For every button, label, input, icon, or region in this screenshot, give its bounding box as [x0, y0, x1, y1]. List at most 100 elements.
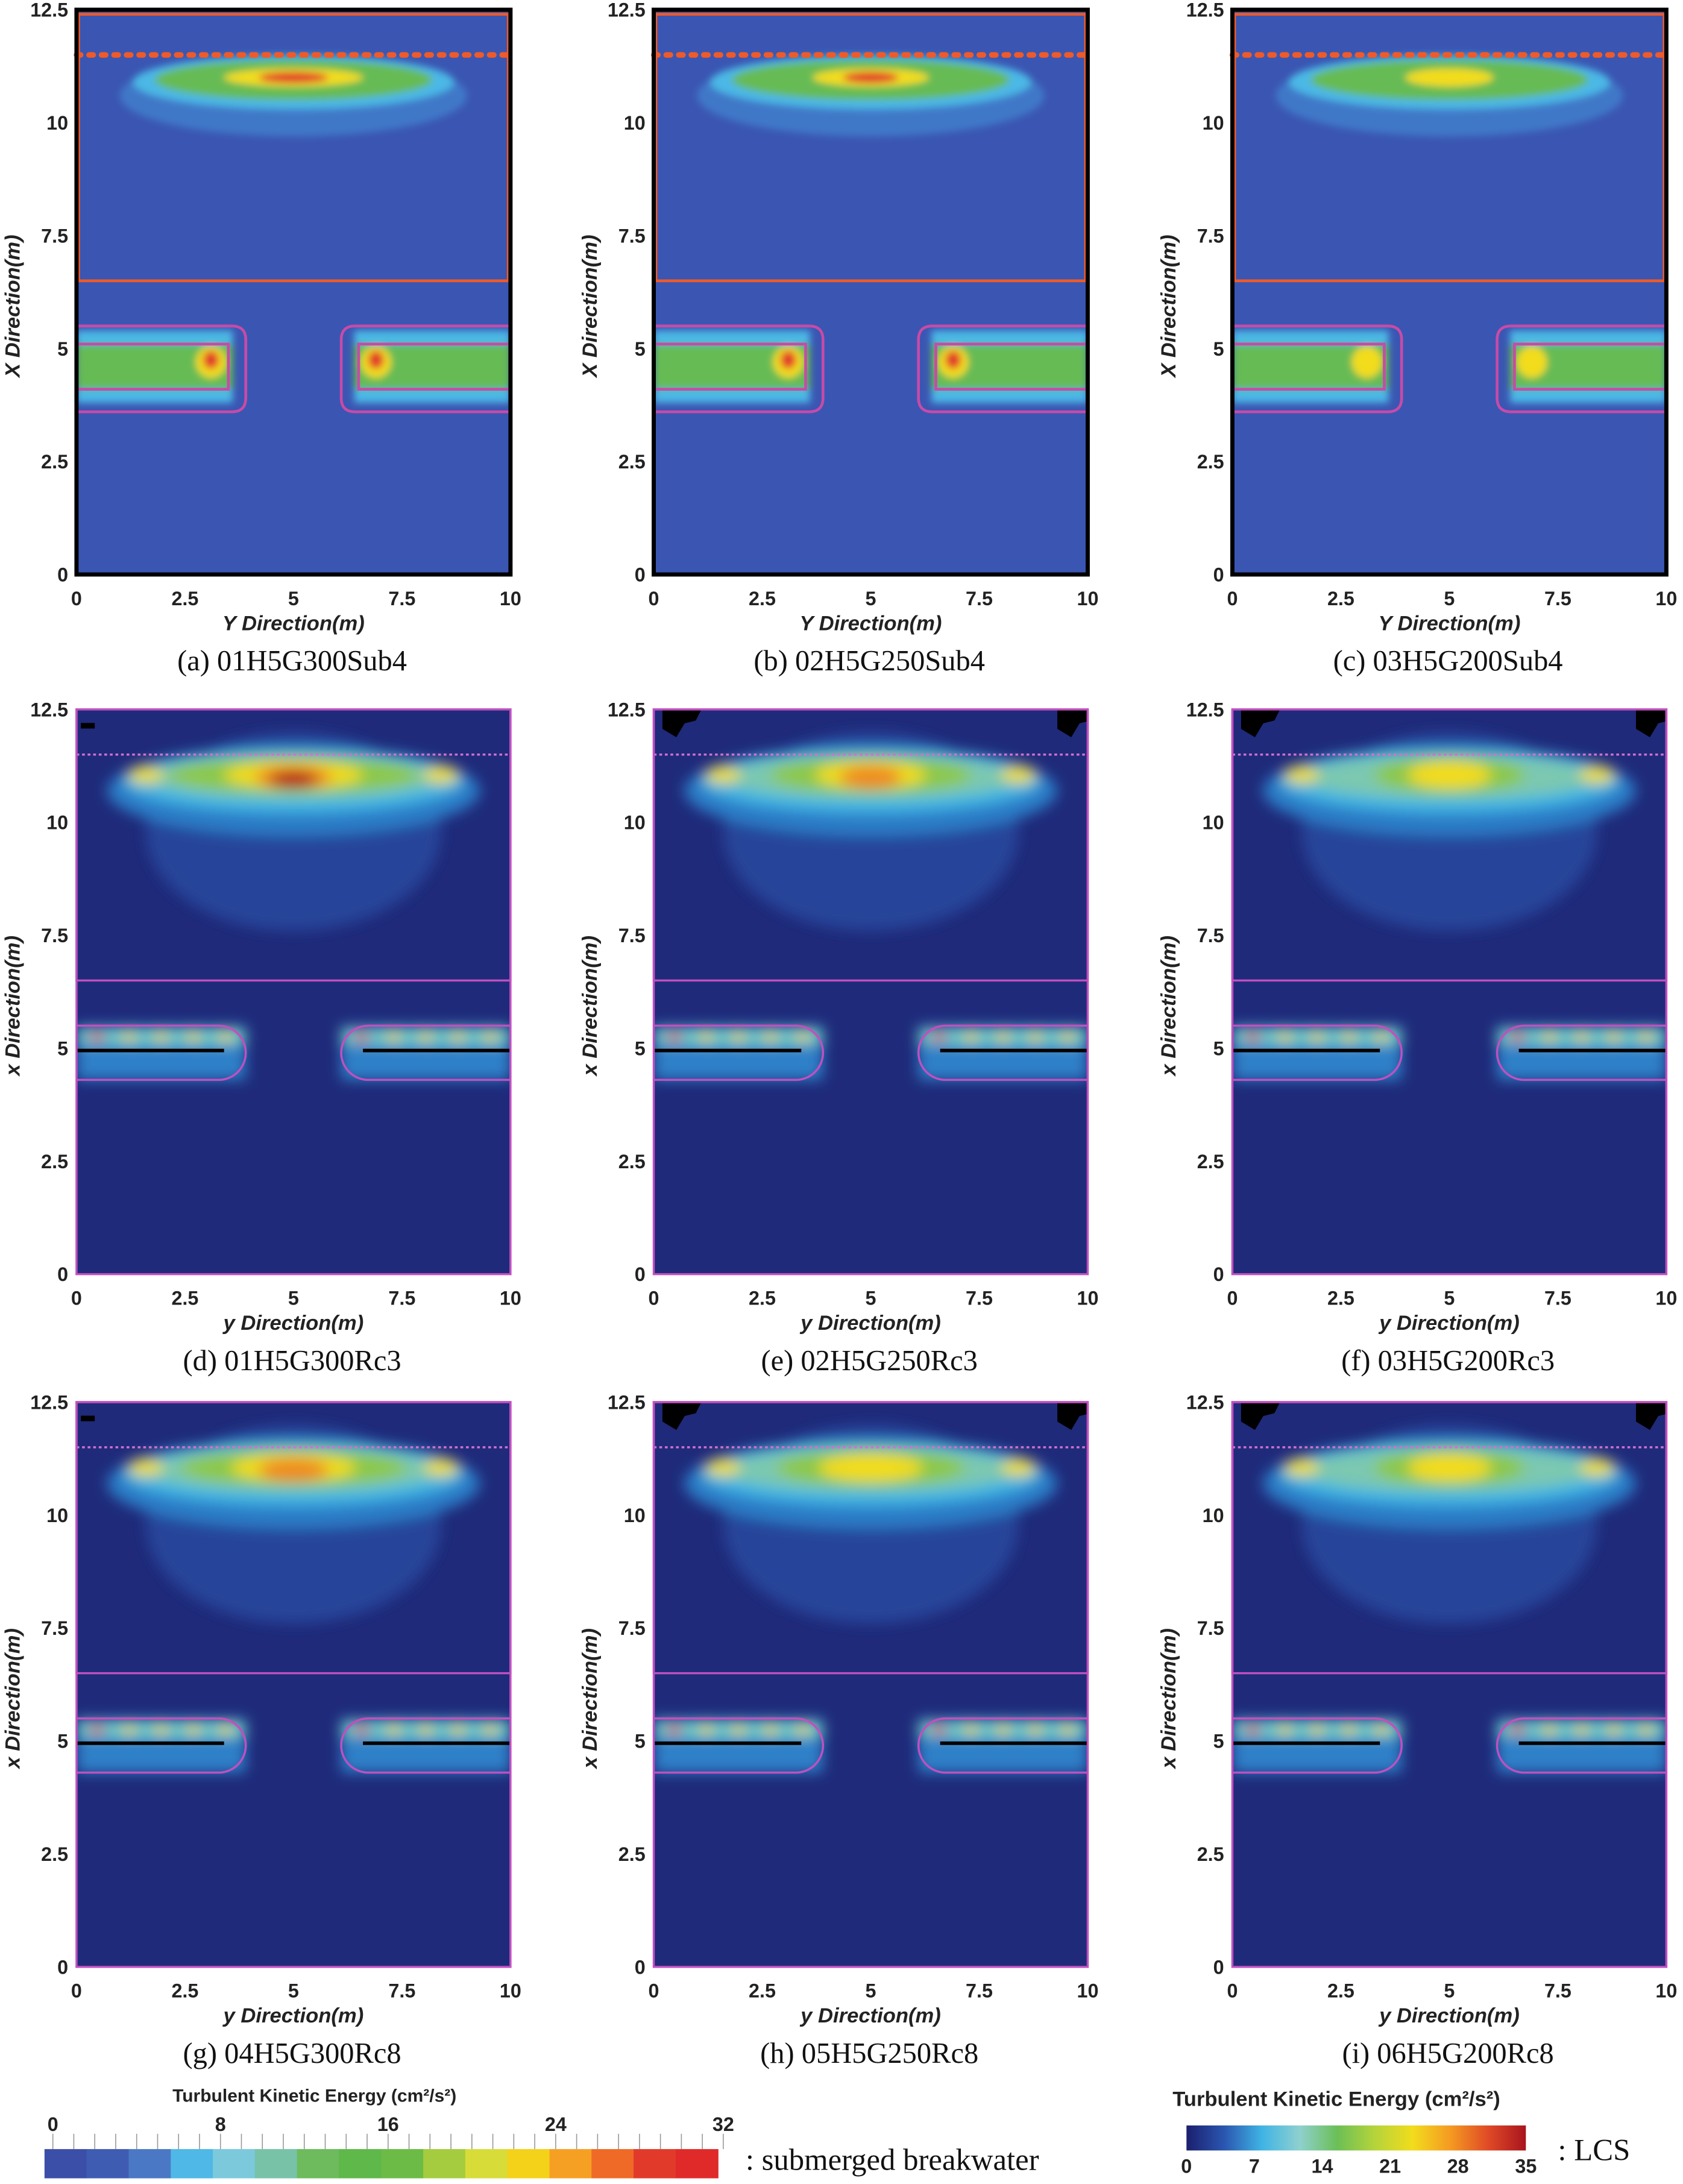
y-tick-label: 2.5 — [41, 451, 68, 473]
tke-peak — [482, 1032, 499, 1042]
plot-frame — [652, 1401, 1089, 1968]
heatmap-panel: 0 2.5 5 7.5 10 12.5 0 2.5 5 7.5 10 y Direction(m) x … — [1156, 699, 1683, 1388]
tke-peak — [698, 1032, 714, 1042]
colorbar-segment — [297, 2149, 340, 2179]
panel-caption: (e) 02H5G250Rc3 — [761, 1344, 978, 1377]
x-tick-label: 0 — [1227, 588, 1238, 609]
y-tick-label: 5 — [1213, 1731, 1224, 1752]
x-tick-label: 2.5 — [749, 1287, 776, 1309]
tke-peak — [153, 1032, 169, 1042]
x-tick-label: 2.5 — [1327, 588, 1354, 609]
y-tick-label: 12.5 — [1186, 1391, 1224, 1413]
tke-peak — [368, 351, 384, 369]
heatmap-panel: 0 2.5 5 7.5 10 12.5 0 2.5 5 7.5 10 y Direction(m) x … — [0, 1391, 570, 2081]
dry-area — [1057, 1402, 1088, 1430]
y-tick-label: 2.5 — [41, 1843, 68, 1865]
tke-peak — [89, 1725, 105, 1734]
colorbar-tick-label: 7 — [1248, 2154, 1260, 2177]
tke-contour — [1001, 766, 1036, 784]
breakwater-outline — [1231, 324, 1403, 414]
heatmap-plot: 0 2.5 5 7.5 10 12.5 0 2.5 5 7.5 10 Y Direction(m) X … — [1, 0, 521, 635]
x-tick-label: 10 — [1655, 588, 1677, 609]
x-tick-label: 5 — [866, 1980, 876, 2002]
colorbar-segment — [339, 2149, 382, 2179]
tke-peak — [995, 1725, 1011, 1734]
tke-peak — [963, 1032, 979, 1042]
y-tick-label: 5 — [57, 1731, 68, 1752]
tke-peak — [963, 1725, 979, 1734]
tke-peak — [1606, 1725, 1622, 1734]
tke-field — [76, 55, 511, 403]
tke-peak — [794, 1032, 811, 1042]
tke-peak — [1309, 1725, 1325, 1734]
legend-lcs-note: : LCS — [1558, 2132, 1631, 2168]
colorbar-segment — [381, 2149, 424, 2179]
x-tick-label: 10 — [500, 1287, 521, 1309]
heatmap-plot: 0 2.5 5 7.5 10 12.5 0 2.5 5 7.5 10 y Direction(m) x … — [579, 699, 1099, 1335]
y-tick-label: 10 — [624, 112, 646, 134]
y-tick-label: 0 — [1213, 1264, 1224, 1285]
plot-frame — [74, 7, 513, 577]
tke-peak — [1245, 1032, 1261, 1042]
tke-contour — [705, 1458, 741, 1477]
colorbar-segment — [254, 2149, 298, 2179]
y-axis-label: x Direction(m) — [1, 936, 24, 1077]
tke-peak — [931, 1032, 947, 1042]
tke-peak — [121, 1032, 137, 1042]
y-tick-label: 5 — [1213, 338, 1224, 360]
y-tick-label: 5 — [635, 338, 646, 360]
tke-peak — [1277, 1032, 1293, 1042]
tke-peak — [794, 1725, 811, 1734]
y-tick-label: 10 — [1203, 112, 1224, 134]
y-tick-label: 0 — [635, 1264, 646, 1285]
tke-peak — [1309, 1032, 1325, 1042]
heatmap-panel: 0 2.5 5 7.5 10 12.5 0 2.5 5 7.5 10 y Direction(m) x … — [1156, 1391, 1683, 2081]
region-outline — [654, 13, 1087, 283]
x-tick-label: 2.5 — [749, 588, 776, 609]
region-outline — [1233, 13, 1666, 283]
breakwater-outline — [652, 324, 825, 414]
plot-frame — [1231, 1401, 1668, 1968]
dry-area — [1635, 1402, 1667, 1430]
y-tick-label: 0 — [1213, 564, 1224, 586]
x-tick-label: 5 — [1444, 1980, 1455, 2002]
dry-area — [81, 723, 95, 729]
y-tick-label: 2.5 — [618, 1843, 646, 1865]
tke-peak — [1638, 1725, 1654, 1734]
y-tick-label: 7.5 — [1197, 925, 1224, 946]
colorbar-segment — [591, 2149, 635, 2179]
y-tick-label: 2.5 — [618, 1151, 646, 1172]
tke-contour — [705, 766, 741, 784]
colorbar-tick-label: 24 — [544, 2113, 567, 2136]
x-axis-label: y Direction(m) — [1378, 1312, 1520, 1335]
panel-caption: (h) 05H5G250Rc8 — [760, 2036, 979, 2070]
y-tick-label: 0 — [57, 564, 68, 586]
tke-contour — [423, 766, 459, 784]
x-tick-label: 5 — [288, 1980, 299, 2002]
panel-caption: (a) 01H5G300Sub4 — [177, 644, 407, 678]
dry-area — [81, 1415, 95, 1421]
y-tick-label: 12.5 — [1186, 0, 1224, 21]
lcs-outline — [340, 1717, 511, 1774]
tke-peak — [1059, 1725, 1075, 1734]
y-axis-label: x Direction(m) — [579, 936, 602, 1077]
tke-peak — [482, 1725, 499, 1734]
legend-submerged-note: : submerged breakwater — [745, 2142, 1039, 2177]
y-tick-label: 12.5 — [30, 0, 68, 21]
tke-peak — [1541, 1032, 1558, 1042]
tke-peak — [666, 1032, 682, 1042]
y-tick-label: 5 — [1213, 1037, 1224, 1059]
x-tick-label: 10 — [1077, 588, 1098, 609]
tke-contour — [1351, 346, 1382, 378]
x-tick-label: 7.5 — [1544, 1287, 1571, 1309]
y-tick-label: 2.5 — [1197, 451, 1224, 473]
tke-peak — [763, 1725, 779, 1734]
y-tick-label: 0 — [57, 1264, 68, 1285]
tke-peak — [386, 1725, 402, 1734]
y-tick-label: 2.5 — [41, 1151, 68, 1172]
tke-peak — [931, 1725, 947, 1734]
x-tick-label: 10 — [1077, 1980, 1098, 2002]
lcs-outline — [76, 1717, 247, 1774]
y-tick-label: 2.5 — [618, 451, 646, 473]
